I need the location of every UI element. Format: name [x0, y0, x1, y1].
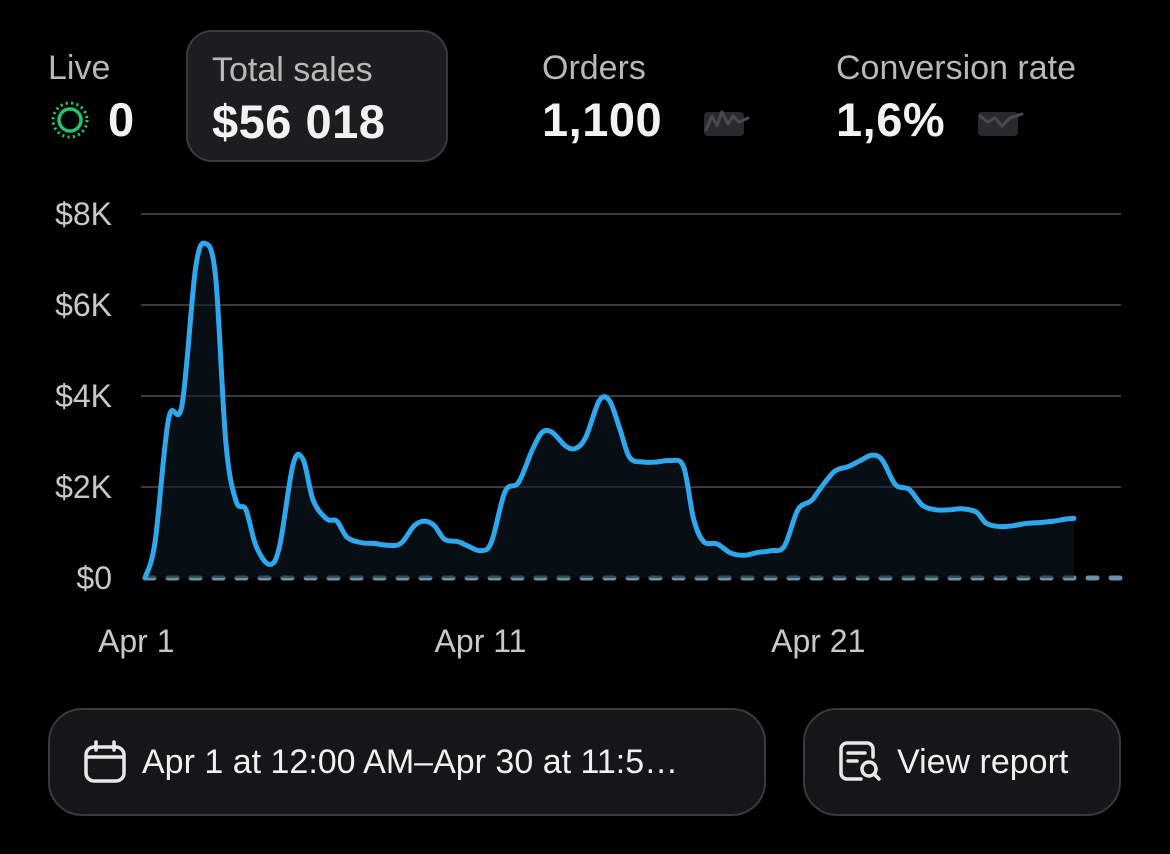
orders-metric[interactable]: Orders 1,100	[542, 48, 782, 148]
report-search-icon	[839, 741, 881, 781]
sales-line	[142, 240, 1077, 581]
date-range-label: Apr 1 at 12:00 AM–Apr 30 at 11:5…	[142, 742, 679, 781]
sparkline-icon	[704, 110, 750, 136]
total-sales-label: Total sales	[212, 51, 373, 89]
y-tick-label: $4K	[55, 378, 112, 414]
total-sales-metric[interactable]: Total sales $56 018	[186, 30, 448, 162]
total-sales-chart: $0 $2K $4K $6K $8K Apr 1 Apr 11 Apr 21	[55, 196, 1124, 659]
y-tick-label: $0	[76, 560, 112, 596]
x-tick-label: Apr 21	[771, 623, 865, 659]
live-value: 0	[108, 93, 135, 146]
x-axis: Apr 1 Apr 11 Apr 21	[98, 623, 865, 659]
live-status-icon	[51, 101, 89, 139]
total-sales-value: $56 018	[212, 95, 386, 148]
calendar-icon	[84, 740, 126, 783]
view-report-button[interactable]: View report	[803, 708, 1121, 816]
x-tick-label: Apr 11	[435, 623, 527, 659]
y-axis: $0 $2K $4K $6K $8K	[55, 196, 112, 596]
sales-area	[145, 243, 1074, 579]
y-tick-label: $6K	[55, 287, 112, 323]
orders-value: 1,100	[542, 93, 663, 146]
live-visitors-metric: Live 0	[48, 48, 168, 148]
live-label: Live	[48, 49, 111, 87]
y-tick-label: $2K	[55, 469, 112, 505]
y-tick-label: $8K	[55, 196, 112, 232]
conversion-rate-metric[interactable]: Conversion rate 1,6%	[836, 48, 1156, 148]
date-range-button[interactable]: Apr 1 at 12:00 AM–Apr 30 at 11:5…	[48, 708, 766, 816]
conversion-rate-label: Conversion rate	[836, 49, 1077, 87]
x-tick-label: Apr 1	[98, 623, 174, 659]
view-report-label: View report	[897, 742, 1069, 781]
sparkline-icon	[978, 112, 1024, 136]
orders-label: Orders	[542, 49, 646, 87]
chart-grid	[141, 213, 1121, 488]
conversion-rate-value: 1,6%	[836, 93, 946, 146]
